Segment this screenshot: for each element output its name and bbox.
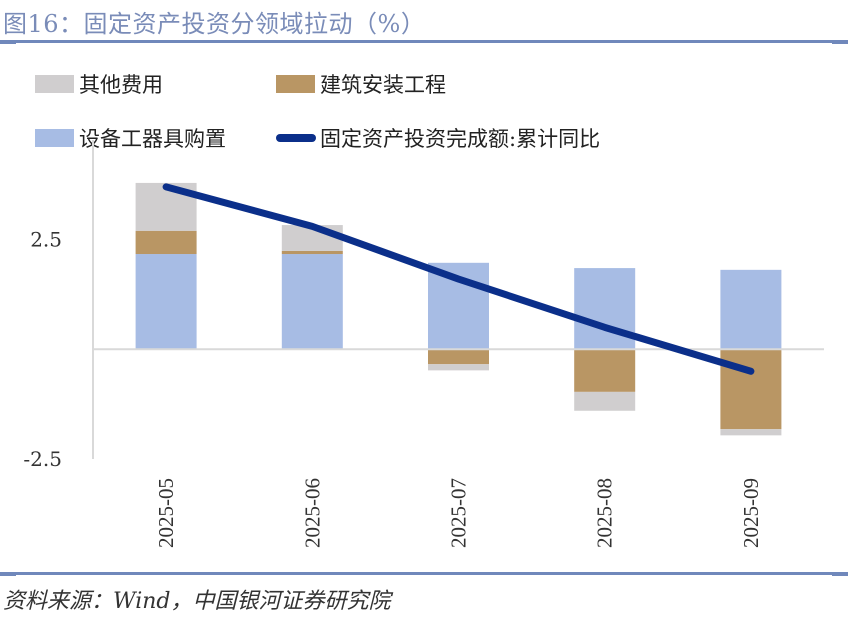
y-tick-label: 2.5	[30, 228, 62, 252]
bar-other-2025-08	[574, 391, 636, 411]
legend-swatch-construction	[276, 75, 315, 93]
bar-other-2025-07	[428, 364, 489, 371]
bar-construction-2025-07	[428, 349, 489, 365]
legend-item-other: 其他费用	[35, 69, 163, 99]
bar-group	[135, 182, 782, 436]
bar-other-2025-09	[720, 429, 782, 436]
legend-swatch-equipment	[35, 129, 74, 147]
fai-cumulative-yoy-line	[162, 183, 755, 375]
legend-label-construction: 建筑安装工程	[320, 73, 446, 97]
legend-line-swatch	[276, 134, 316, 142]
bar-construction-2025-08	[574, 349, 636, 392]
legend-item-line: 固定资产投资完成额:累计同比	[276, 123, 600, 153]
legend-swatch-other	[35, 75, 74, 93]
source-note: 资料来源：Wind，中国银河证券研究院	[3, 589, 391, 614]
top-rule	[0, 40, 848, 44]
legend-label-other: 其他费用	[79, 73, 163, 97]
x-tick-label: 2025-09	[739, 478, 763, 548]
bottom-rule	[0, 572, 848, 576]
y-tick-label: -2.5	[23, 447, 62, 471]
y-tick-group: 2.5 -2.5	[23, 228, 62, 471]
legend-item-equipment: 设备工器具购置	[35, 123, 226, 153]
bar-equipment-2025-09	[720, 269, 782, 350]
x-tick-label: 2025-07	[447, 478, 471, 548]
legend-label-equipment: 设备工器具购置	[79, 127, 226, 151]
x-tick-label: 2025-08	[593, 478, 617, 548]
chart-title: 图16：固定资产投资分领域拉动（%）	[3, 10, 426, 38]
bar-construction-2025-06	[281, 250, 343, 255]
x-tick-group: 2025-05 2025-06 2025-07 2025-08 2025-09	[154, 478, 763, 548]
bar-equipment-2025-06	[281, 254, 343, 350]
legend-label-line: 固定资产投资完成额:累计同比	[320, 127, 601, 151]
x-tick-label: 2025-05	[154, 478, 178, 548]
bar-equipment-2025-05	[135, 254, 197, 350]
legend-item-construction: 建筑安装工程	[276, 69, 446, 99]
x-tick-label: 2025-06	[300, 478, 324, 548]
bar-construction-2025-05	[135, 230, 197, 255]
